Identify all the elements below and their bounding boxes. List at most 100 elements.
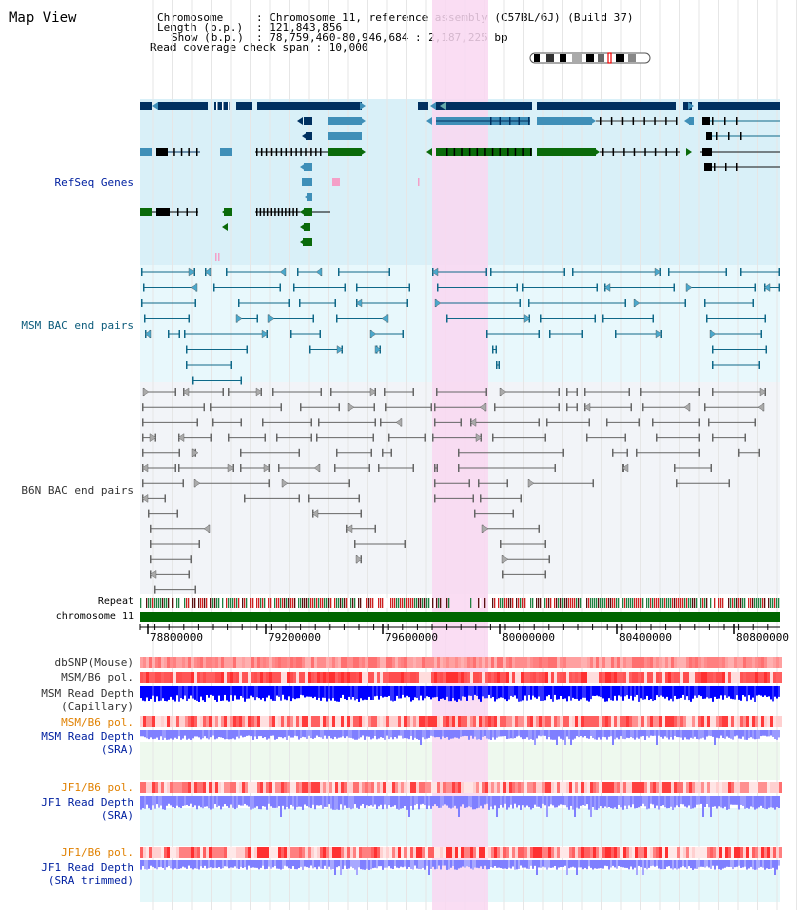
msm-depth-cap xyxy=(640,686,642,699)
b6n-bac-pair-end xyxy=(142,479,144,488)
msm-depth-cap xyxy=(424,686,426,699)
jf1-depth-sra xyxy=(630,796,632,808)
bac-end-marker xyxy=(369,387,377,397)
msm-depth-cap xyxy=(774,686,776,697)
gene-exon xyxy=(654,148,657,156)
repeat-mark xyxy=(264,598,266,608)
jf1-depth-sra xyxy=(482,796,484,809)
jf1-depth-trim xyxy=(394,860,396,866)
repeat-mark xyxy=(180,598,182,608)
jf1-depth-sra xyxy=(312,796,314,805)
repeat-mark xyxy=(688,598,690,608)
jf1-pol-band xyxy=(647,782,650,793)
jf1-depth-sra xyxy=(152,796,154,806)
msm-pol2-band xyxy=(443,716,446,727)
msm-pol2-band xyxy=(716,716,719,727)
msm-pol-band xyxy=(494,672,497,683)
bac-end-marker xyxy=(655,329,663,339)
jf1-pol2-band xyxy=(383,847,386,858)
msm-pol-band xyxy=(428,672,431,683)
msm-depth-sra xyxy=(254,730,256,737)
msm-pol-band xyxy=(353,672,356,683)
repeat-mark xyxy=(258,598,260,608)
jf1-depth-trim xyxy=(764,860,766,870)
dbsnp-band xyxy=(146,657,149,668)
jf1-pol-band xyxy=(761,782,764,793)
bac-end-marker xyxy=(475,433,483,442)
b6n-bac-pair-end xyxy=(738,448,740,457)
jf1-depth-trim xyxy=(220,860,222,869)
jf1-depth-trim xyxy=(286,860,288,867)
jf1-depth-trim xyxy=(176,860,178,870)
jf1-pol-band xyxy=(740,782,743,793)
jf1-depth-sra xyxy=(644,796,646,807)
jf1-depth-sra xyxy=(296,796,298,808)
msm-bac-pair-end xyxy=(334,299,336,307)
jf1-depth-trim xyxy=(450,860,452,868)
b6n-bac-pair-end xyxy=(712,388,714,396)
msm-depth-cap xyxy=(250,686,252,696)
gene-exon xyxy=(328,132,362,140)
gene-exon xyxy=(702,148,712,156)
dbsnp-band xyxy=(446,657,449,668)
msm-depth-cap xyxy=(198,686,200,702)
bac-end-marker xyxy=(395,418,403,427)
msm-depth-cap xyxy=(664,686,666,699)
gene-exon xyxy=(196,208,198,216)
jf1-pol2-band xyxy=(650,847,653,858)
msm-pol-band xyxy=(596,672,599,683)
jf1-depth-trim xyxy=(142,860,144,867)
jf1-depth-trim xyxy=(466,860,468,867)
jf1-depth-sra xyxy=(248,796,250,807)
msm-pol-band xyxy=(521,672,524,683)
jf1-pol2-band xyxy=(626,847,629,858)
jf1-pol2-band xyxy=(425,847,428,858)
dbsnp-band xyxy=(191,657,194,668)
msm-bac-pair-end xyxy=(765,345,767,354)
msm-pol-band xyxy=(506,672,509,683)
repeat-mark xyxy=(576,598,578,608)
jf1-depth-sra xyxy=(228,796,230,808)
repeat-mark xyxy=(684,598,686,608)
msm-depth-sra xyxy=(348,730,350,738)
gene-exon xyxy=(274,208,276,216)
dbsnp-band xyxy=(197,657,200,668)
msm-pol2-band xyxy=(449,716,452,727)
msm-depth-cap xyxy=(302,686,304,696)
jf1-pol-band xyxy=(617,782,620,793)
bac-end-marker xyxy=(583,402,591,412)
jf1-depth-trim xyxy=(582,860,584,870)
gene-exon xyxy=(236,102,252,110)
msm-depth-cap xyxy=(162,686,164,699)
jf1-depth-sra xyxy=(452,796,454,808)
repeat-mark xyxy=(614,598,616,608)
msm-pol-band xyxy=(356,672,359,683)
b6n-bac-pair-end xyxy=(382,448,384,457)
dbsnp-band xyxy=(485,657,488,668)
b6n-bac-pair-end xyxy=(728,479,730,488)
msm-depth-cap xyxy=(218,686,220,696)
msm-depth-cap xyxy=(378,686,380,700)
jf1-depth-trim xyxy=(694,860,696,869)
msm-pol2-band xyxy=(197,716,200,727)
bac-end-marker xyxy=(763,283,771,292)
jf1-depth-trim xyxy=(522,860,524,868)
msm-depth-sra xyxy=(256,730,258,740)
jf1-depth-sra xyxy=(572,796,574,810)
msm-depth-sra xyxy=(438,730,440,738)
jf1-depth-sra xyxy=(430,796,432,809)
msm-depth-sra xyxy=(498,730,500,737)
repeat-mark xyxy=(606,598,608,608)
msm-pol-band xyxy=(419,672,422,683)
jf1-depth-trim xyxy=(316,860,318,870)
jf1-depth-sra xyxy=(690,796,692,809)
repeat-mark xyxy=(328,598,330,608)
msm-depth-sra xyxy=(182,730,184,739)
msm-pol-band xyxy=(347,672,350,683)
jf1-pol2-band xyxy=(467,847,470,858)
chromosome-ideogram[interactable] xyxy=(528,51,658,65)
jf1-depth-sra xyxy=(576,796,578,808)
jf1-depth-trim xyxy=(396,860,398,868)
b6n-bac-pair-end xyxy=(478,479,480,488)
